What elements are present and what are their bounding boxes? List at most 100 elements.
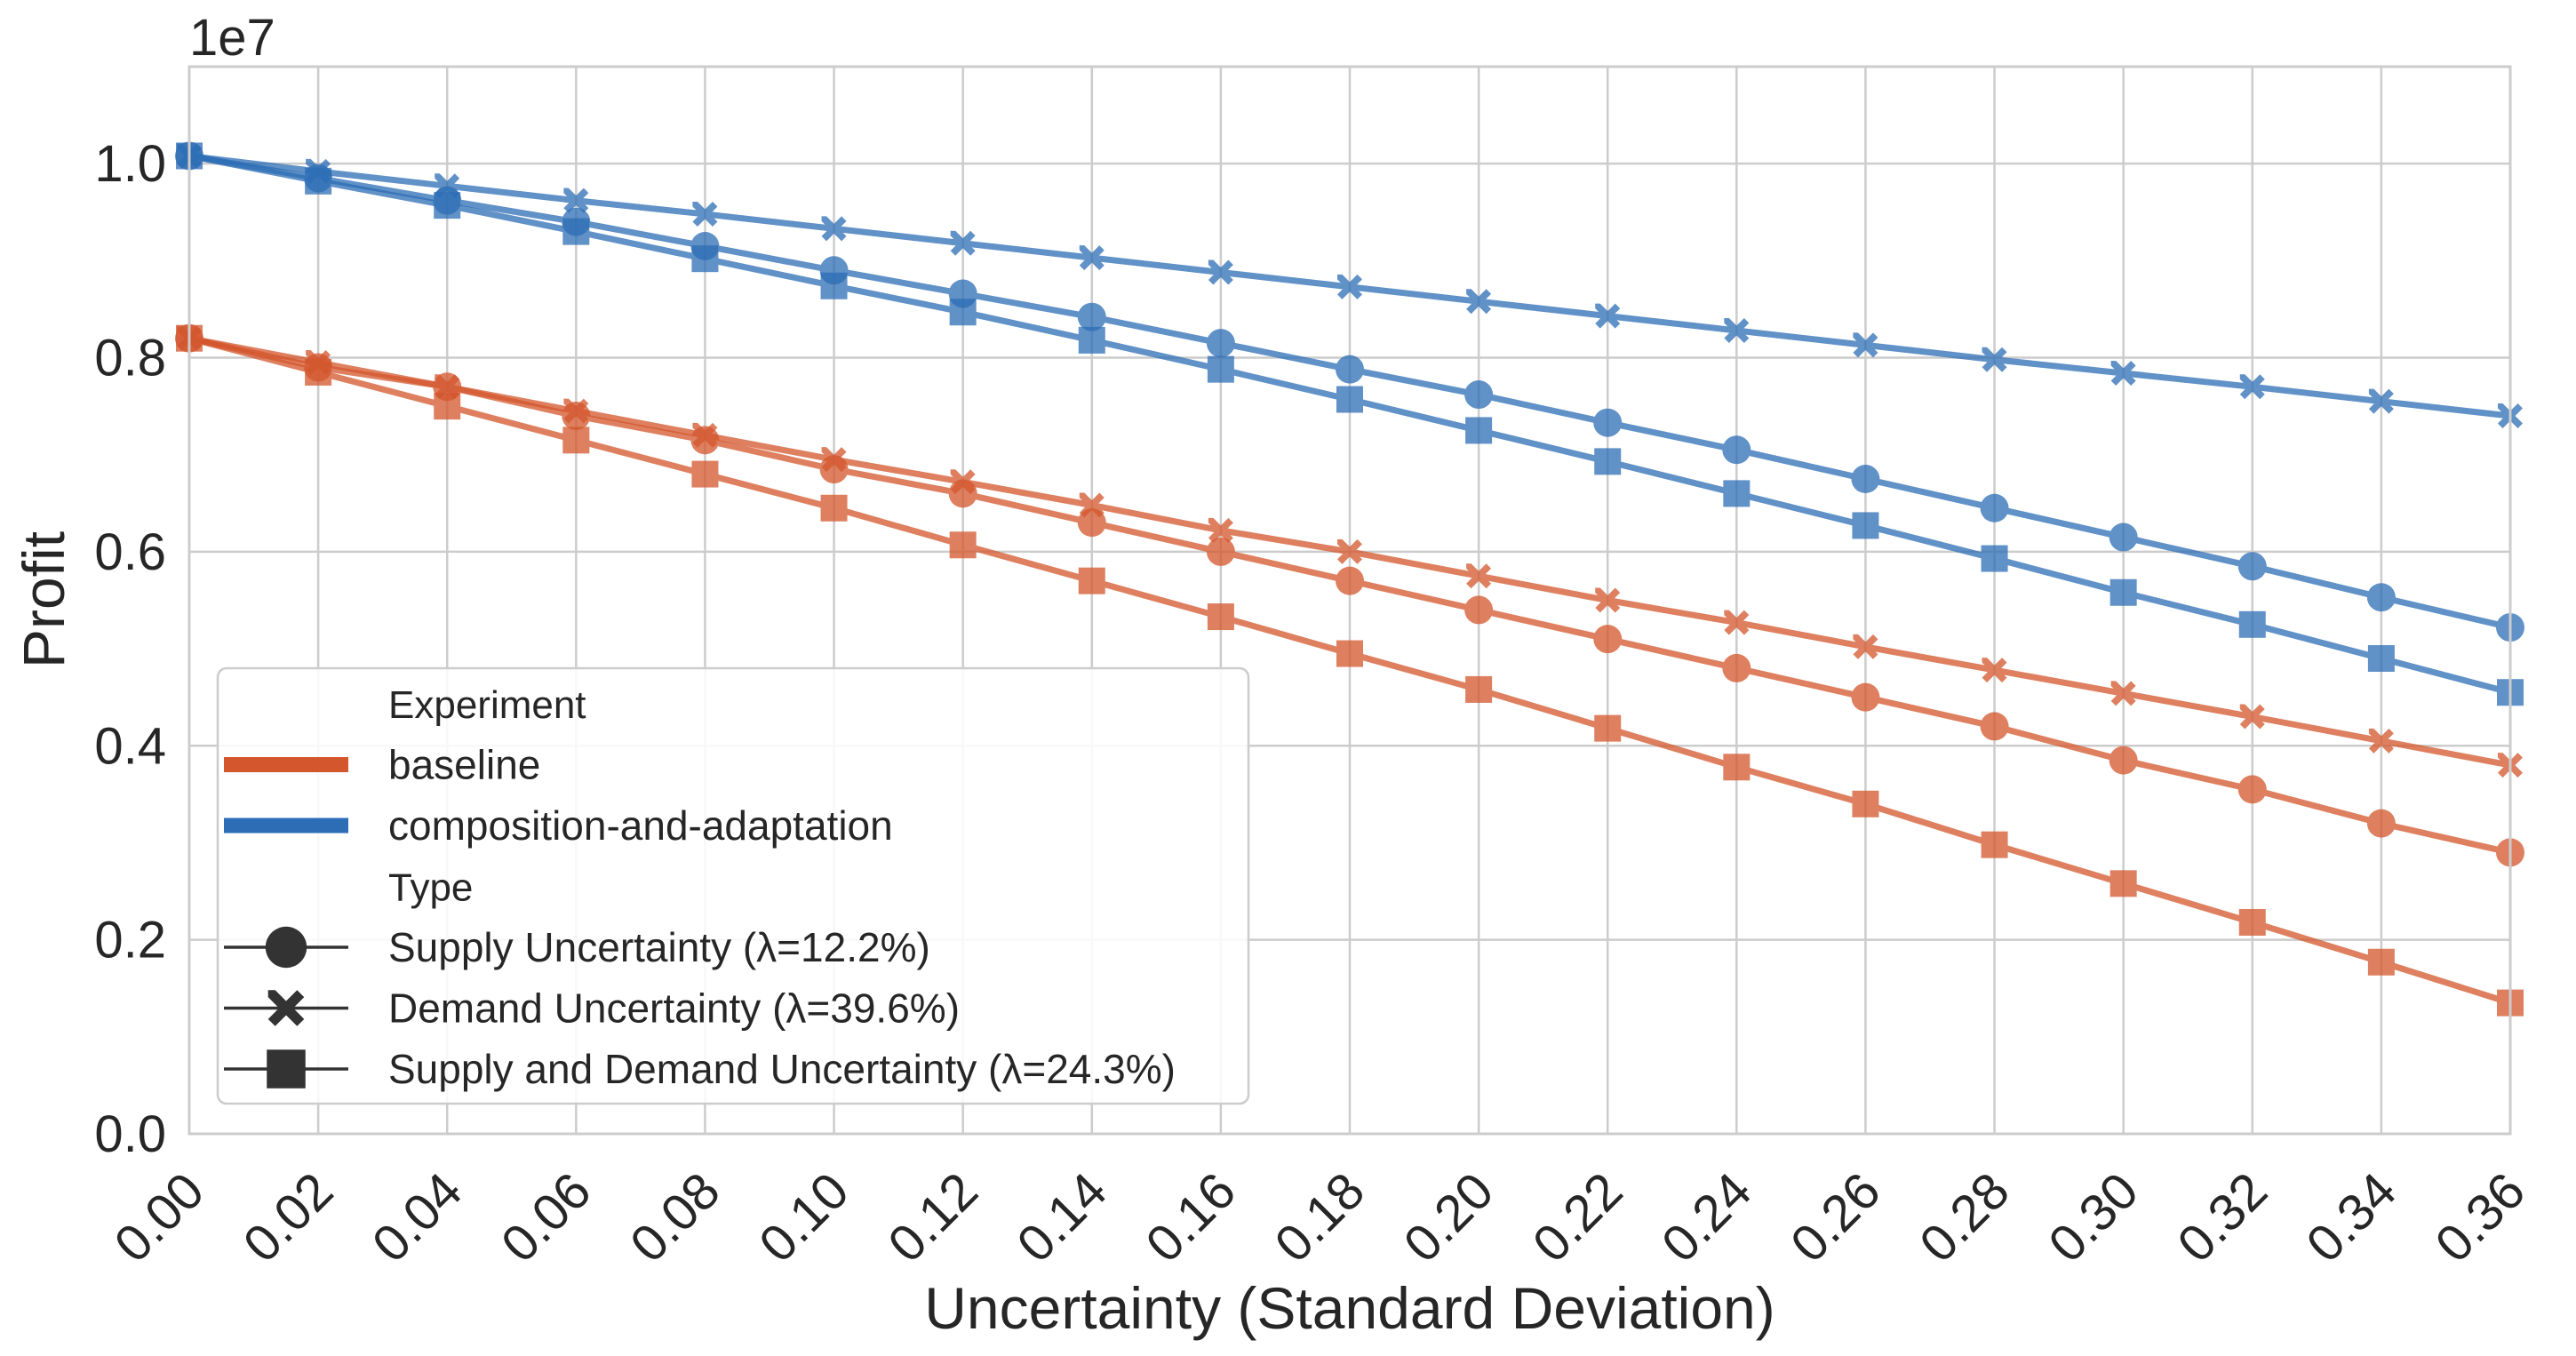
legend-label-square: Supply and Demand Uncertainty (λ=24.3%) xyxy=(388,1046,1176,1092)
x-tick-labels: 0.00 0.02 0.04 0.06 0.08 0.10 0.12 0.14 0.16 0.18… xyxy=(103,1161,2536,1273)
data-point-x xyxy=(1466,563,1492,589)
data-point-square xyxy=(949,531,977,559)
data-point-circle xyxy=(1851,682,1880,712)
x-tick-label: 0.32 xyxy=(2166,1161,2278,1273)
x-axis-label: Uncertainty (Standard Deviation) xyxy=(924,1275,1774,1341)
legend-marker-square xyxy=(267,1049,306,1089)
x-tick-label: 0.04 xyxy=(362,1161,474,1273)
data-point-square xyxy=(2238,908,2266,936)
data-point-circle xyxy=(2366,809,2396,838)
data-point-x xyxy=(1079,492,1105,518)
data-point-x xyxy=(2368,388,2394,414)
data-point-square xyxy=(691,460,719,488)
data-point-circle xyxy=(1593,625,1623,654)
data-point-x xyxy=(1853,332,1878,358)
data-point-x xyxy=(1982,658,2007,683)
data-point-circle xyxy=(1464,595,1494,625)
data-point-square xyxy=(949,299,977,326)
data-point-circle xyxy=(1206,537,1235,566)
data-point-x xyxy=(1853,634,1878,659)
y-tick-labels: 0.0 0.2 0.4 0.6 0.8 1.0 xyxy=(94,135,166,1163)
data-point-x xyxy=(2239,374,2265,400)
data-point-circle xyxy=(1851,465,1880,494)
data-point-circle xyxy=(1980,712,2009,741)
data-point-x xyxy=(1724,610,1750,635)
legend-marker-circle xyxy=(265,926,307,969)
x-tick-label: 0.22 xyxy=(1522,1161,1634,1273)
data-point-square xyxy=(305,167,332,195)
data-point-circle xyxy=(1077,302,1106,331)
data-point-circle xyxy=(1980,493,2009,522)
data-point-square xyxy=(1723,480,1751,507)
y-axis-label: Profit xyxy=(11,531,76,668)
data-point-x xyxy=(821,216,847,242)
data-point-square xyxy=(1852,790,1879,818)
data-point-square xyxy=(1723,754,1751,781)
data-point-circle xyxy=(2237,775,2267,804)
data-point-square xyxy=(1465,675,1493,703)
data-point-square xyxy=(1336,386,1363,413)
data-point-circle xyxy=(1593,408,1623,437)
data-point-square xyxy=(2109,578,2137,606)
data-point-x xyxy=(1595,587,1621,613)
legend-title-type: Type xyxy=(388,866,473,910)
x-tick-label: 0.10 xyxy=(748,1161,860,1273)
data-point-circle xyxy=(2109,522,2138,552)
data-point-square xyxy=(820,494,848,522)
data-point-square xyxy=(305,358,332,386)
data-point-square xyxy=(1336,640,1363,667)
y-tick-label: 0.4 xyxy=(94,717,166,775)
x-tick-label: 0.08 xyxy=(619,1161,731,1273)
y-tick-label: 0.6 xyxy=(94,523,166,581)
legend-marker-x xyxy=(267,990,305,1026)
data-point-square xyxy=(1852,512,1879,539)
x-tick-label: 0.28 xyxy=(1909,1161,2021,1273)
y-tick-label: 0.8 xyxy=(94,330,166,387)
data-point-square xyxy=(1207,603,1234,631)
data-point-square xyxy=(1207,355,1234,383)
data-point-x xyxy=(1337,274,1362,299)
data-point-x xyxy=(563,187,589,213)
data-point-x xyxy=(692,201,718,227)
data-point-square xyxy=(1594,714,1622,742)
legend-label-composition-and-adaptation: composition-and-adaptation xyxy=(388,802,893,849)
data-point-square xyxy=(434,393,461,420)
data-point-square xyxy=(820,272,848,299)
data-point-circle xyxy=(1336,566,1364,595)
data-point-square xyxy=(1078,567,1105,594)
data-point-x xyxy=(2110,681,2136,706)
x-tick-label: 0.00 xyxy=(103,1161,215,1273)
data-point-x xyxy=(1208,259,1233,285)
data-point-x xyxy=(950,230,976,256)
legend-title-experiment: Experiment xyxy=(388,683,586,727)
data-point-x xyxy=(950,469,976,495)
data-point-square xyxy=(2367,645,2395,673)
series-baseline-square xyxy=(176,324,2524,1017)
series-group xyxy=(175,141,2524,1017)
data-point-square xyxy=(1078,326,1105,354)
x-tick-label: 0.36 xyxy=(2424,1161,2536,1273)
x-tick-label: 0.34 xyxy=(2295,1161,2407,1273)
data-point-x xyxy=(1595,303,1621,329)
data-point-x xyxy=(1208,517,1233,543)
data-point-x xyxy=(821,447,847,473)
y-tick-label: 0.2 xyxy=(94,912,166,969)
data-point-square xyxy=(562,427,590,454)
data-point-circle xyxy=(2366,583,2396,612)
data-point-circle xyxy=(2237,552,2267,581)
data-point-x xyxy=(2110,361,2136,387)
legend-label-circle: Supply Uncertainty (λ=12.2%) xyxy=(388,924,930,970)
plot-frame xyxy=(187,65,2512,1136)
x-tick-label: 0.26 xyxy=(1780,1161,1892,1273)
x-tick-label: 0.14 xyxy=(1006,1161,1118,1273)
data-point-square xyxy=(691,245,719,273)
legend-label-x: Demand Uncertainty (λ=39.6%) xyxy=(388,985,960,1032)
data-point-square xyxy=(2238,610,2266,638)
x-tick-label: 0.12 xyxy=(877,1161,989,1273)
y-axis-exponent: 1e7 xyxy=(189,9,275,67)
data-point-circle xyxy=(1464,380,1494,410)
legend-label-baseline: baseline xyxy=(388,742,540,788)
data-point-x xyxy=(2368,728,2394,754)
data-point-square xyxy=(562,218,590,245)
